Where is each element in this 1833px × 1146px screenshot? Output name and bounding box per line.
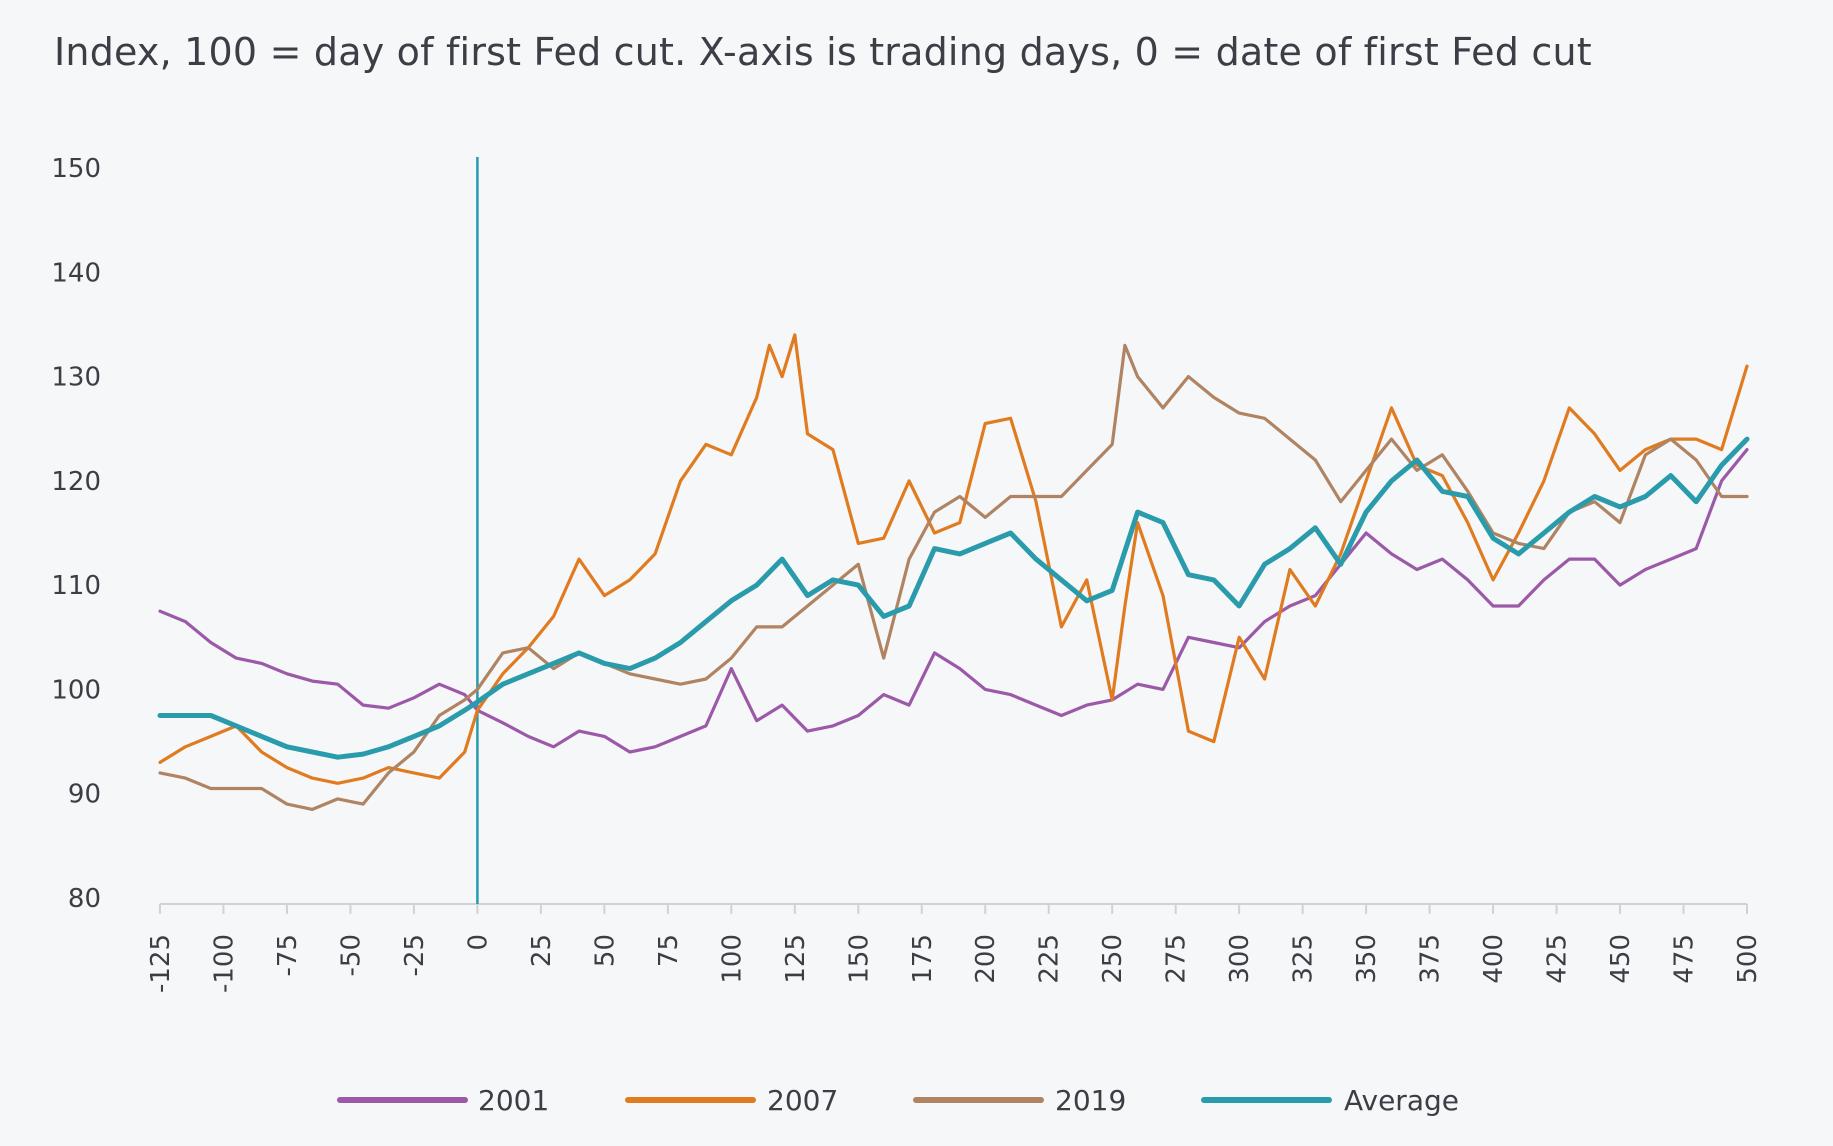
y-tick-label: 80 (68, 884, 101, 914)
x-tick-label: 275 (1162, 934, 1192, 984)
x-tick-label: 250 (1098, 934, 1128, 984)
x-tick-label: 200 (971, 934, 1001, 984)
series-line-2001 (158, 448, 1749, 754)
x-tick-label: 500 (1733, 934, 1763, 984)
series-line-2019 (158, 343, 1749, 812)
y-tick-label: 110 (51, 571, 101, 601)
x-tick-label: -75 (273, 934, 303, 976)
y-tick-label: 90 (68, 780, 101, 810)
x-tick-label: 175 (908, 934, 938, 984)
y-tick-label: 150 (51, 154, 101, 184)
x-tick-label: 0 (463, 934, 493, 951)
x-tick-label: 350 (1352, 934, 1382, 984)
legend-label-2019: 2019 (1055, 1084, 1126, 1117)
x-tick-label: 25 (527, 934, 557, 967)
x-tick-label: 475 (1670, 934, 1700, 984)
x-tick-label: -25 (400, 934, 430, 976)
x-tick-label: 150 (844, 934, 874, 984)
y-tick-label: 140 (51, 258, 101, 288)
x-tick-label: -50 (336, 934, 366, 976)
x-tick-label: 325 (1289, 934, 1319, 984)
legend-label-2001: 2001 (478, 1084, 549, 1117)
chart-subtitle: Index, 100 = day of first Fed cut. X-axi… (54, 30, 1592, 74)
x-tick-label: 450 (1606, 934, 1636, 984)
x-tick-label: 125 (781, 934, 811, 984)
x-tick-label: 50 (590, 934, 620, 967)
legend-label-2007: 2007 (767, 1084, 838, 1117)
series-line-2007 (158, 333, 1749, 785)
series-line-average (157, 436, 1750, 760)
x-tick-label: -100 (209, 934, 239, 993)
x-tick-label: 375 (1416, 934, 1446, 984)
x-tick-label: 75 (654, 934, 684, 967)
y-tick-label: 130 (51, 363, 101, 393)
y-tick-label: 120 (51, 467, 101, 497)
x-tick-label: 100 (717, 934, 747, 984)
x-tick-label: 425 (1543, 934, 1573, 984)
x-tick-label: 400 (1479, 934, 1509, 984)
x-tick-label: 225 (1035, 934, 1065, 984)
legend-label-average: Average (1344, 1084, 1459, 1117)
x-tick-label: -125 (146, 934, 176, 993)
x-tick-label: 300 (1225, 934, 1255, 984)
y-tick-label: 100 (51, 675, 101, 705)
